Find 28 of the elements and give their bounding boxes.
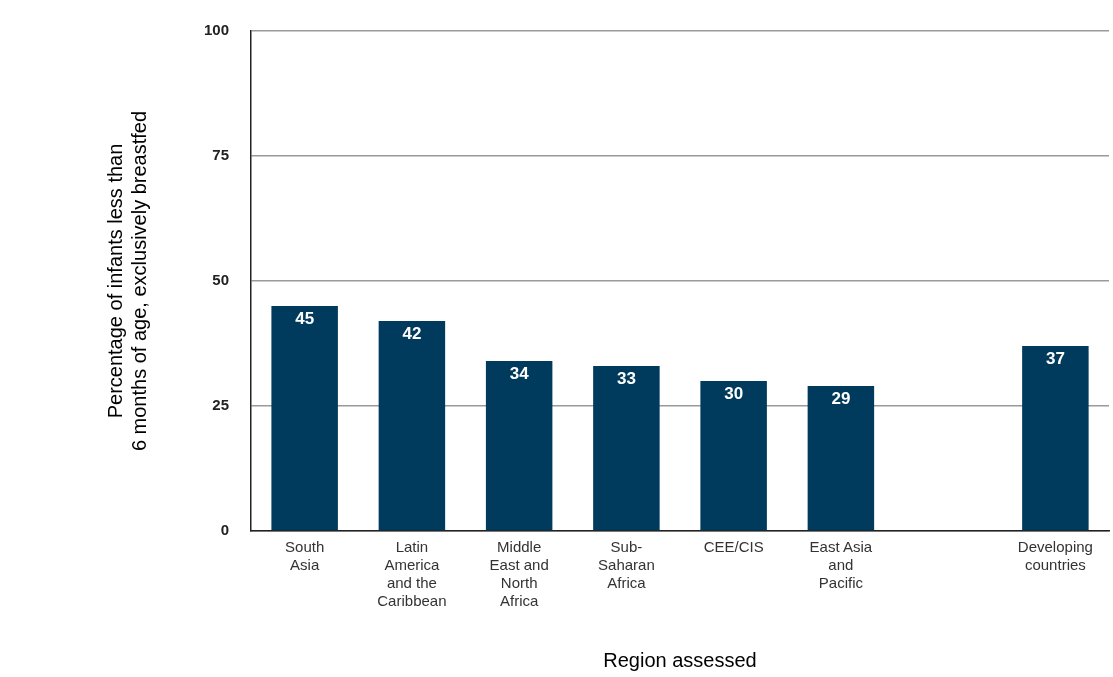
y-tick-label: 25 bbox=[212, 396, 230, 414]
y-tick-label: 0 bbox=[220, 521, 230, 539]
x-tick-label: East Asia and Pacific bbox=[809, 538, 873, 592]
y-axis-title: Percentage of infants less than 6 months of age, exclusively breastfed bbox=[103, 110, 150, 452]
data-label: 45 bbox=[295, 309, 315, 329]
y-tick-label: 75 bbox=[212, 146, 230, 164]
y-tick-label: 100 bbox=[204, 21, 230, 39]
x-tick-label: South Asia bbox=[285, 538, 325, 574]
data-label: 33 bbox=[616, 369, 636, 389]
x-tick-label: Developing countries bbox=[1017, 538, 1093, 574]
bar bbox=[378, 321, 446, 531]
bar bbox=[485, 361, 553, 531]
x-tick-label: Latin America and the Caribbean bbox=[377, 538, 447, 610]
data-label: 42 bbox=[402, 324, 422, 344]
y-tick-label: 50 bbox=[212, 271, 230, 289]
bar bbox=[700, 381, 767, 531]
data-label: 30 bbox=[724, 384, 744, 404]
data-label: 34 bbox=[509, 364, 530, 384]
x-tick-label: Sub-Saharan Africa bbox=[598, 538, 655, 592]
bar bbox=[1022, 346, 1089, 531]
x-tick-label: Middle East and North Africa bbox=[489, 538, 549, 610]
x-axis-title: Region assessed bbox=[603, 648, 757, 671]
x-tick-label: CEE/CIS bbox=[703, 538, 764, 556]
bar bbox=[593, 366, 660, 531]
bar bbox=[807, 386, 875, 531]
data-label: 37 bbox=[1045, 349, 1065, 369]
bar bbox=[271, 306, 338, 531]
data-label: 29 bbox=[831, 389, 851, 409]
